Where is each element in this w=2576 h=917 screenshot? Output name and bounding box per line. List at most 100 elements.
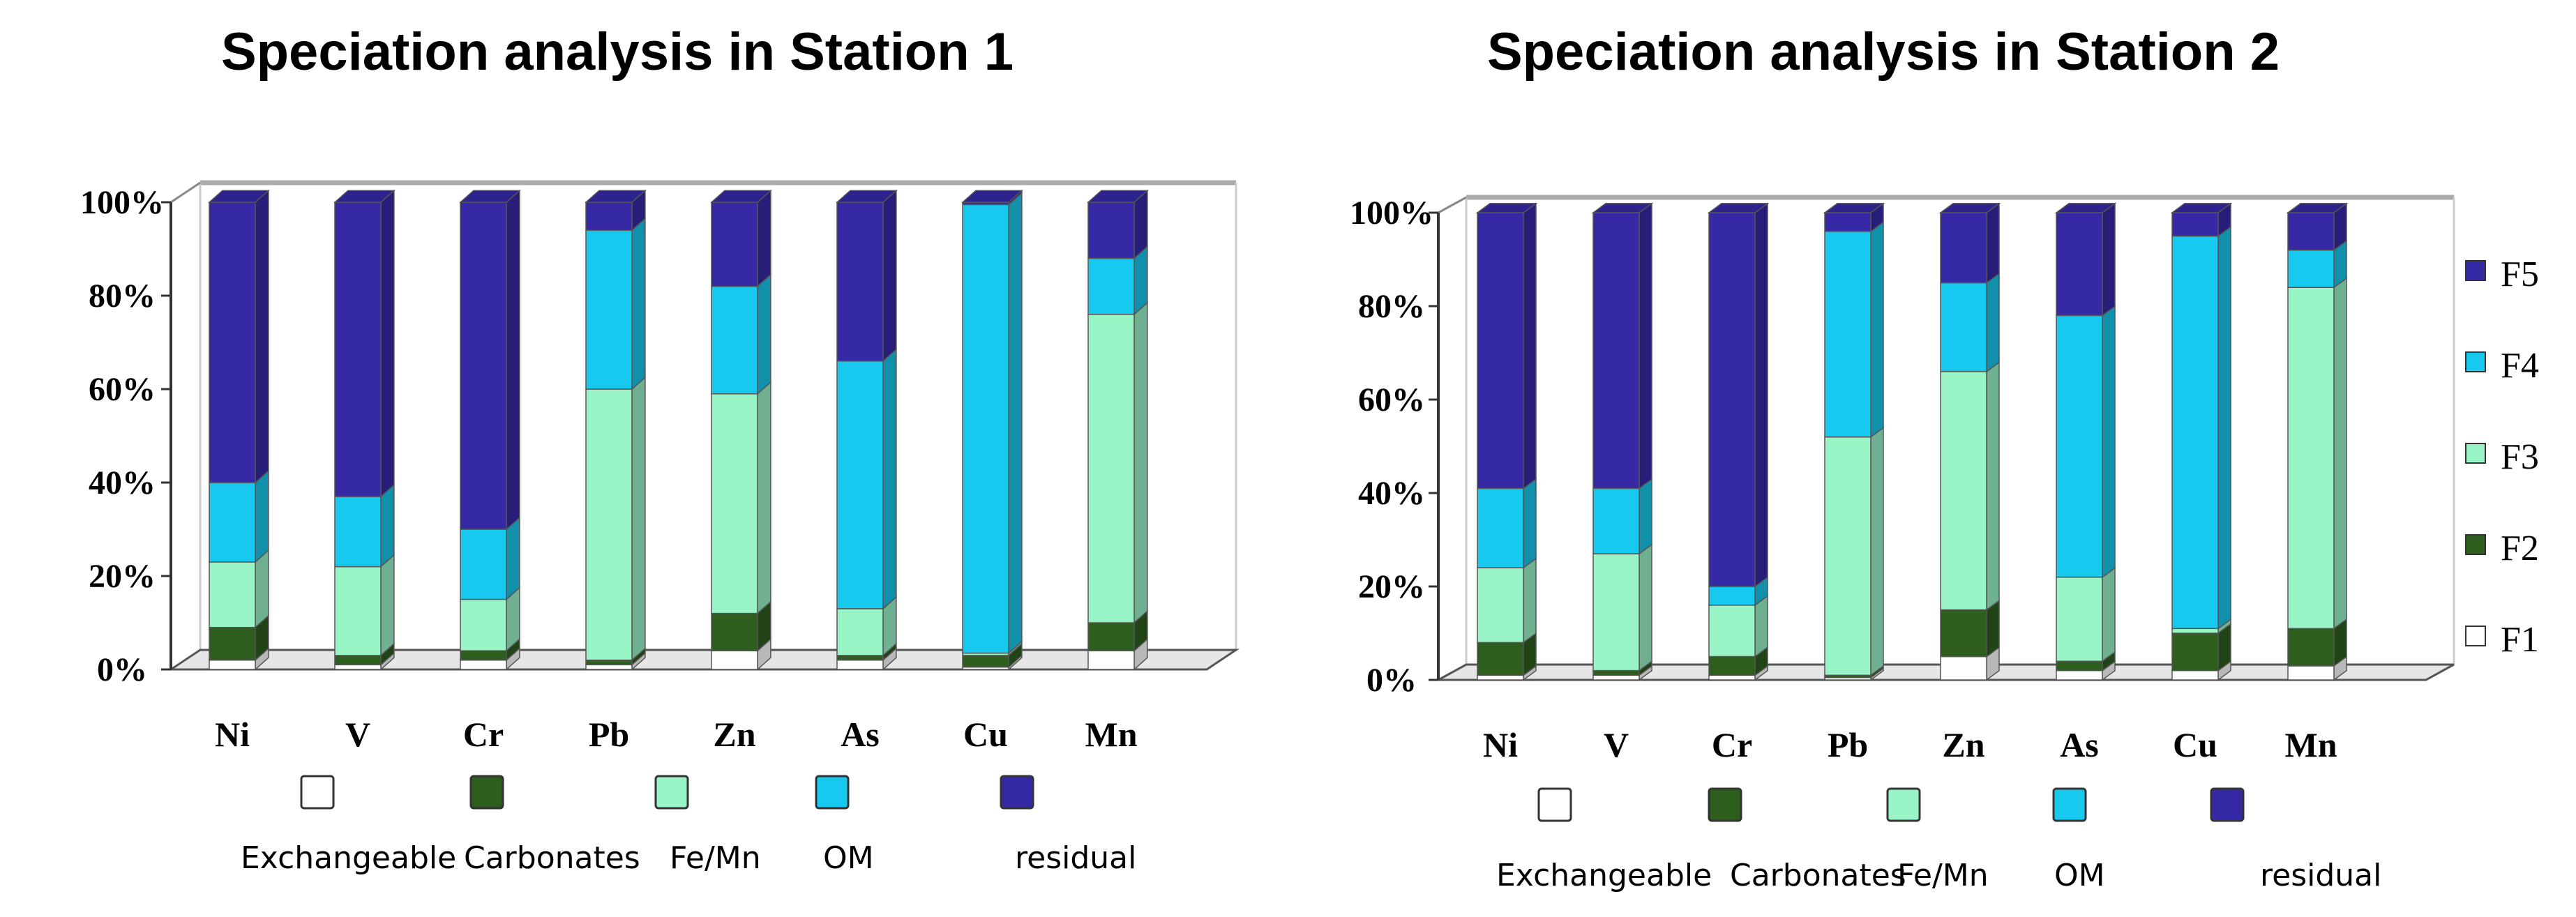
bar-segment-fe-mn — [1477, 567, 1524, 644]
bar-segment-carbonates — [460, 650, 507, 661]
bar-segment-om-side — [2217, 225, 2231, 630]
legend-label: Fe/Mn — [1897, 858, 1989, 893]
bar-ni — [1475, 202, 1538, 681]
bar-top-face — [1707, 203, 1770, 213]
legend-swatch — [1708, 787, 1742, 822]
bar-ni — [208, 189, 270, 671]
bar-segment-om — [1592, 487, 1640, 554]
y-tick-label: 100% — [1350, 195, 1433, 232]
bar-top-face — [836, 190, 898, 203]
bar-segment-carbonates — [209, 626, 256, 661]
bar-segment-om — [836, 361, 884, 609]
bar-mn — [1087, 189, 1149, 671]
bar-segment-om-side — [380, 483, 395, 568]
bar-top-face — [1475, 203, 1538, 213]
bar-top-face — [1823, 203, 1885, 213]
legend-label: Fe/Mn — [670, 840, 761, 876]
bar-segment-residual-side — [1639, 202, 1652, 490]
bar-zn — [1938, 202, 2001, 681]
bar-segment-om-side — [1639, 478, 1652, 555]
legend-label: OM — [2054, 858, 2105, 893]
bar-top-face — [961, 190, 1023, 203]
bar-segment-om-side — [1986, 272, 2000, 373]
bar-segment-om-side — [1870, 221, 1884, 439]
side-legend-label: F2 — [2501, 529, 2539, 568]
bar-segment-residual — [711, 202, 758, 287]
bar-segment-fe-mn — [1824, 436, 1871, 676]
bar-segment-residual-side — [882, 189, 897, 363]
bar-segment-residual-side — [380, 189, 395, 498]
legend-label: residual — [2260, 858, 2381, 893]
bar-segment-fe-mn — [1708, 605, 1756, 658]
bar-cu — [961, 189, 1023, 671]
y-tick-label: 40% — [1358, 475, 1425, 512]
bar-segment-fe-mn-side — [757, 381, 771, 615]
side-legend-swatch — [2465, 534, 2486, 555]
bar-segment-residual — [1087, 202, 1135, 259]
bar-segment-exchangeable — [711, 650, 758, 670]
bar-segment-om — [962, 204, 1009, 654]
bar-top-face — [1087, 190, 1149, 203]
category-label: Pb — [589, 715, 629, 754]
bar-segment-carbonates — [1592, 669, 1640, 676]
legend-label: OM — [823, 840, 874, 876]
bar-pb — [585, 189, 647, 671]
side-legend-swatch — [2465, 443, 2486, 464]
bar-segment-fe-mn — [2056, 576, 2103, 662]
category-label: V — [345, 715, 370, 754]
bar-segment-residual — [1824, 212, 1871, 232]
bar-cr — [1707, 202, 1770, 681]
side-legend-swatch — [2465, 626, 2486, 646]
y-tick-label: 20% — [1358, 568, 1425, 605]
bar-segment-exchangeable — [209, 659, 256, 670]
bar-segment-exchangeable — [2171, 669, 2219, 681]
category-label: Zn — [1942, 725, 1984, 764]
bar-segment-fe-mn-side — [2102, 566, 2116, 662]
bar-segment-om — [1940, 282, 1987, 372]
legend-swatch — [2052, 787, 2087, 822]
bar-segment-carbonates — [2171, 632, 2219, 672]
bar-segment-om-side — [1008, 191, 1023, 655]
bar-segment-carbonates — [1477, 642, 1524, 676]
bar-v — [1591, 202, 1654, 681]
bar-cr — [459, 189, 521, 671]
bar-segment-fe-mn-side — [631, 376, 646, 662]
chart-station-1: Speciation analysis in Station 1 0% 20% 40%… — [80, 22, 1240, 876]
bar-segment-residual-side — [1986, 202, 2000, 284]
y-tick-label: 80% — [1358, 288, 1425, 325]
bar-segment-exchangeable — [2287, 665, 2335, 681]
side-legend-label: F1 — [2501, 620, 2539, 660]
legend-label: residual — [1015, 840, 1136, 876]
bar-segment-exchangeable — [1592, 674, 1640, 681]
bar-segment-fe-mn — [1592, 553, 1640, 672]
bar-segment-exchangeable — [2056, 669, 2103, 681]
bar-cu — [2170, 202, 2233, 681]
category-label: Zn — [713, 715, 755, 754]
category-label: Pb — [1828, 725, 1868, 764]
bar-segment-carbonates — [836, 655, 884, 661]
legend-swatch — [654, 775, 689, 810]
bar-segment-fe-mn — [2171, 628, 2219, 634]
bar-segment-om-side — [757, 273, 771, 395]
bar-segment-carbonates — [1940, 609, 1987, 658]
legend-label: Exchangeable — [1496, 858, 1712, 893]
bar-segment-om — [2171, 235, 2219, 630]
bar-top-face — [459, 190, 521, 203]
bar-segment-om — [711, 285, 758, 395]
bar-segment-residual-side — [506, 189, 520, 531]
category-label: Ni — [1483, 725, 1518, 764]
chart-title: Speciation analysis in Station 2 — [1487, 22, 2280, 82]
side-legend: F5 F4 F3 F2 F1 — [2465, 255, 2539, 660]
bar-segment-residual — [2171, 212, 2219, 237]
chart-station-2: Speciation analysis in Station 2 0% 20% 40%… — [1350, 22, 2539, 893]
bar-segment-residual-side — [255, 189, 269, 484]
y-tick-label: 60% — [1358, 381, 1425, 418]
bar-segment-residual — [836, 202, 884, 362]
bar-segment-fe-mn-side — [2333, 277, 2347, 630]
bar-segment-residual — [1477, 212, 1524, 490]
bar-segment-carbonates — [2287, 628, 2335, 667]
bar-segment-carbonates — [2056, 660, 2103, 672]
category-label: Cu — [963, 715, 1008, 754]
